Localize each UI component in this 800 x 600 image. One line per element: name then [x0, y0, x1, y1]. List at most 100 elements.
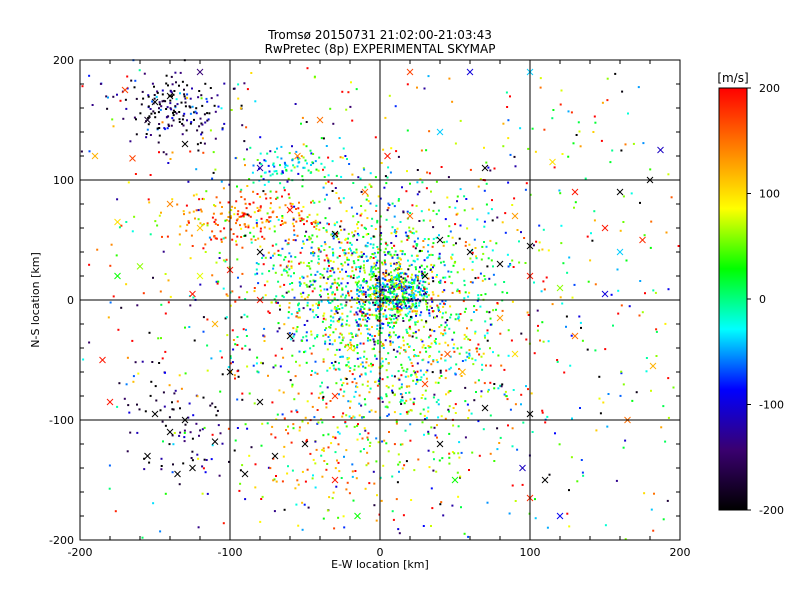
data-point	[635, 391, 638, 394]
data-point	[295, 315, 298, 318]
y-axis-label: N-S location [km]	[29, 252, 42, 348]
data-point	[203, 113, 206, 116]
data-point	[199, 429, 202, 432]
data-point	[402, 282, 405, 285]
data-point	[341, 384, 344, 387]
data-point	[400, 386, 403, 389]
data-point	[312, 458, 315, 461]
data-point	[412, 285, 415, 288]
data-point	[398, 335, 401, 338]
data-point	[384, 309, 387, 312]
data-point	[167, 301, 170, 304]
data-point	[468, 349, 471, 352]
data-point	[493, 383, 496, 385]
x-axis-label: E-W location [km]	[331, 558, 429, 571]
data-point	[374, 340, 377, 343]
data-point	[179, 407, 181, 410]
data-point	[318, 156, 321, 159]
data-point	[88, 150, 91, 153]
data-point	[259, 136, 262, 139]
data-point	[107, 316, 110, 319]
data-point	[448, 390, 451, 393]
data-point	[422, 297, 425, 300]
data-point	[195, 422, 198, 425]
data-point	[379, 215, 382, 218]
data-point	[110, 243, 113, 246]
data-point	[363, 448, 365, 450]
data-point	[240, 215, 243, 218]
data-point	[360, 212, 363, 215]
data-point	[152, 276, 154, 279]
data-point	[370, 298, 372, 301]
data-point	[501, 383, 504, 386]
data-point	[351, 266, 354, 269]
data-point	[405, 399, 408, 402]
data-point	[302, 143, 305, 146]
data-point	[469, 168, 472, 171]
data-point	[308, 238, 311, 241]
data-point	[478, 347, 481, 350]
data-point	[423, 271, 426, 274]
data-point	[294, 375, 297, 378]
data-point	[210, 458, 213, 461]
data-point	[483, 334, 486, 337]
data-point	[214, 218, 217, 221]
data-point	[483, 241, 485, 243]
data-point	[438, 326, 441, 328]
data-point	[351, 296, 353, 299]
data-point	[186, 84, 189, 87]
data-point	[619, 394, 622, 397]
data-point	[430, 307, 433, 309]
data-point	[171, 198, 174, 201]
data-point	[222, 522, 225, 525]
data-point	[467, 338, 470, 341]
data-point	[385, 274, 388, 277]
data-point	[283, 508, 286, 511]
data-point	[292, 239, 295, 241]
data-point	[366, 245, 369, 248]
data-point	[387, 202, 390, 205]
data-point	[387, 450, 390, 453]
data-point	[317, 421, 320, 424]
data-point	[341, 325, 344, 328]
data-point	[151, 100, 154, 103]
data-point	[433, 458, 435, 461]
data-point	[333, 527, 336, 530]
cross-marker	[256, 398, 264, 406]
data-point	[154, 220, 157, 223]
data-point	[302, 307, 305, 310]
data-point	[241, 398, 244, 401]
data-point	[275, 418, 278, 421]
data-point	[331, 282, 334, 285]
data-point	[397, 463, 400, 466]
data-point	[507, 265, 510, 268]
data-point	[345, 414, 348, 417]
data-point	[328, 246, 331, 249]
data-point	[264, 294, 267, 297]
data-point	[521, 483, 524, 486]
data-point	[346, 357, 349, 359]
data-point	[220, 107, 223, 110]
data-point	[435, 236, 438, 239]
data-point	[295, 360, 297, 363]
data-point	[324, 243, 327, 246]
data-point	[324, 318, 327, 321]
data-point	[374, 268, 377, 271]
data-point	[269, 207, 272, 210]
data-point	[428, 346, 431, 349]
data-point	[486, 265, 489, 268]
data-point	[344, 296, 347, 299]
data-point	[568, 525, 571, 528]
data-point	[344, 345, 347, 348]
data-point	[393, 443, 396, 446]
data-point	[286, 271, 289, 274]
data-point	[154, 116, 157, 119]
data-point	[372, 235, 375, 238]
data-point	[492, 351, 494, 354]
data-point	[407, 375, 410, 378]
data-point	[343, 254, 346, 257]
data-point	[376, 384, 379, 387]
data-point	[411, 204, 414, 207]
data-point	[432, 209, 435, 212]
data-point	[387, 303, 390, 306]
